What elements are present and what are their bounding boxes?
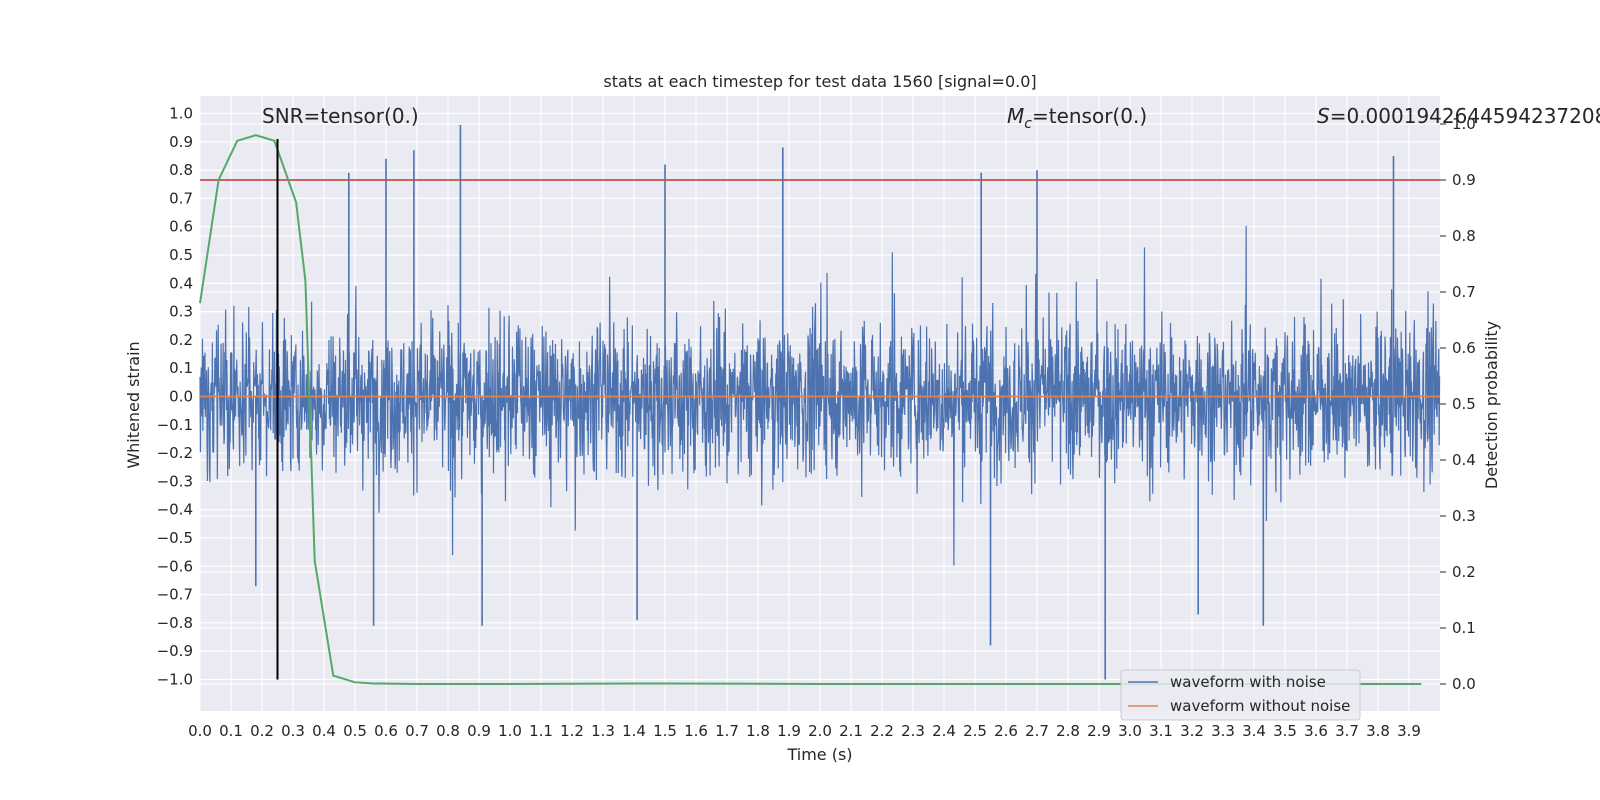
x-tick-label: 0.0 xyxy=(188,722,212,740)
x-tick-label: 2.7 xyxy=(1025,722,1049,740)
y-tick-label: 0.0 xyxy=(169,388,193,406)
mc-subscript: c xyxy=(1024,116,1032,132)
x-tick-label: 0.2 xyxy=(250,722,274,740)
x-tick-label: 2.2 xyxy=(870,722,894,740)
x-tick-label: 0.7 xyxy=(405,722,429,740)
y-tick-label: −0.6 xyxy=(157,557,193,575)
x-tick-label: 1.2 xyxy=(560,722,584,740)
x-tick-label: 3.6 xyxy=(1304,722,1328,740)
x-tick-label: 2.4 xyxy=(932,722,956,740)
y-tick-label: 0.5 xyxy=(169,246,193,264)
legend: waveform with noise waveform without noi… xyxy=(1120,669,1361,721)
chart-title: stats at each timestep for test data 156… xyxy=(603,72,1036,91)
x-tick-label: 3.2 xyxy=(1180,722,1204,740)
mc-annotation: Mc=tensor(0.) xyxy=(1007,104,1147,132)
x-tick-label: 2.3 xyxy=(901,722,925,740)
x-tick-label: 0.4 xyxy=(312,722,336,740)
y-tick-label: −0.3 xyxy=(157,472,193,490)
legend-label-with-noise: waveform with noise xyxy=(1170,673,1326,691)
x-tick-label: 2.0 xyxy=(808,722,832,740)
y-tick-label: 0.8 xyxy=(169,161,193,179)
overlay-series xyxy=(199,134,1440,685)
series-waveform-with-noise xyxy=(199,225,1441,566)
series-detection-probability xyxy=(199,134,1422,685)
x-tick-label: 1.5 xyxy=(653,722,677,740)
y2-axis-label: Detection probability xyxy=(1482,321,1501,489)
x-tick-label: 1.3 xyxy=(591,722,615,740)
y-tick-label: −0.2 xyxy=(157,444,193,462)
y-tick-label: 0.2 xyxy=(169,331,193,349)
noise-series xyxy=(199,124,1441,680)
y2-tick-label: 0.9 xyxy=(1452,171,1476,189)
x-tick-label: 3.7 xyxy=(1335,722,1359,740)
y2-tick-label: 0.7 xyxy=(1452,283,1476,301)
x-tick-label: 1.1 xyxy=(529,722,553,740)
x-tick-label: 3.5 xyxy=(1273,722,1297,740)
y2-tick-label: 0.1 xyxy=(1452,619,1476,637)
y-axis-label: Whitened strain xyxy=(124,341,143,468)
x-tick-label: 1.9 xyxy=(777,722,801,740)
y2-axis-ticks: 1.0 0.9 0.8 0.7 0.6 0.5 0.4 0.3 0.2 0.1 0.0 xyxy=(1440,115,1476,693)
x-tick-label: 3.8 xyxy=(1366,722,1390,740)
x-tick-label: 0.9 xyxy=(467,722,491,740)
x-tick-label: 1.7 xyxy=(715,722,739,740)
x-tick-label: 3.0 xyxy=(1118,722,1142,740)
y-tick-label: −0.1 xyxy=(157,416,193,434)
y2-tick-label: 0.5 xyxy=(1452,395,1476,413)
snr-annotation: SNR=tensor(0.) xyxy=(262,104,419,128)
x-tick-label: 1.4 xyxy=(622,722,646,740)
x-tick-label: 0.1 xyxy=(219,722,243,740)
x-tick-label: 3.3 xyxy=(1211,722,1235,740)
x-tick-label: 0.5 xyxy=(343,722,367,740)
x-tick-label: 3.4 xyxy=(1242,722,1266,740)
x-tick-label: 2.1 xyxy=(839,722,863,740)
y2-tick-label: 0.0 xyxy=(1452,675,1476,693)
s-value: =0.00019426445942372084 xyxy=(1330,104,1600,128)
y-tick-label: 0.7 xyxy=(169,189,193,207)
x-axis-ticks: 0.0 0.1 0.2 0.3 0.4 0.5 0.6 0.7 0.8 0.9 1.0 1.1 1.2 1… xyxy=(188,722,1421,740)
y-tick-label: 0.6 xyxy=(169,218,193,236)
x-tick-label: 0.8 xyxy=(436,722,460,740)
y-tick-label: 1.0 xyxy=(169,105,193,123)
y-tick-label: −0.4 xyxy=(157,501,193,519)
x-tick-label: 0.6 xyxy=(374,722,398,740)
y2-tick-label: 0.2 xyxy=(1452,563,1476,581)
y-tick-label: −1.0 xyxy=(157,671,193,689)
s-symbol: S xyxy=(1317,104,1330,128)
s-annotation: S=0.00019426445942372084 xyxy=(1317,104,1600,128)
y-tick-label: −0.8 xyxy=(157,614,193,632)
x-tick-label: 1.0 xyxy=(498,722,522,740)
legend-box xyxy=(1120,669,1361,721)
y-tick-label: 0.3 xyxy=(169,303,193,321)
y2-tick-label: 1.0 xyxy=(1452,115,1476,133)
x-tick-label: 2.8 xyxy=(1056,722,1080,740)
y2-tick-label: 0.8 xyxy=(1452,227,1476,245)
y-axis-ticks: 1.0 0.9 0.8 0.7 0.6 0.5 0.4 0.3 0.2 0.1 0.0 −0.1 −0.… xyxy=(157,105,193,689)
x-tick-label: 3.9 xyxy=(1397,722,1421,740)
y2-tick-label: 0.6 xyxy=(1452,339,1476,357)
y-tick-label: −0.7 xyxy=(157,586,193,604)
x-tick-label: 2.5 xyxy=(963,722,987,740)
y-tick-label: −0.9 xyxy=(157,642,193,660)
x-tick-label: 0.3 xyxy=(281,722,305,740)
x-tick-label: 1.6 xyxy=(684,722,708,740)
y2-tick-label: 0.4 xyxy=(1452,451,1476,469)
y-tick-label: 0.4 xyxy=(169,274,193,292)
mc-symbol: M xyxy=(1007,104,1024,128)
x-tick-label: 2.6 xyxy=(994,722,1018,740)
mc-value: =tensor(0.) xyxy=(1032,104,1147,128)
y2-tick-label: 0.3 xyxy=(1452,507,1476,525)
legend-label-without-noise: waveform without noise xyxy=(1170,697,1350,715)
x-axis-label: Time (s) xyxy=(786,745,852,764)
y-tick-label: −0.5 xyxy=(157,529,193,547)
x-tick-label: 2.9 xyxy=(1087,722,1111,740)
x-tick-label: 1.8 xyxy=(746,722,770,740)
x-tick-label: 3.1 xyxy=(1149,722,1173,740)
y-tick-label: 0.1 xyxy=(169,359,193,377)
y-tick-label: 0.9 xyxy=(169,133,193,151)
